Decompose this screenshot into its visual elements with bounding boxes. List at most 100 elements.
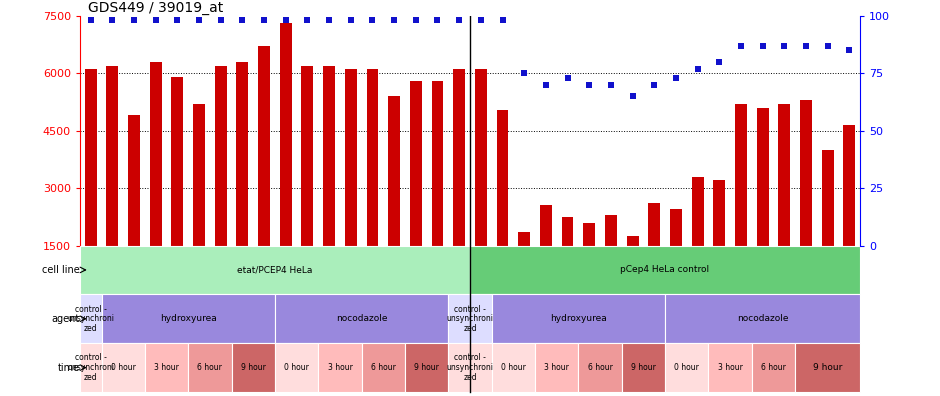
Bar	[231, 343, 274, 392]
Bar	[670, 209, 681, 303]
Bar	[822, 150, 834, 303]
Bar	[605, 215, 617, 303]
Text: nocodazole: nocodazole	[336, 314, 387, 323]
Bar	[274, 343, 319, 392]
Bar	[367, 69, 379, 303]
Point	[690, 65, 705, 72]
Bar	[713, 181, 725, 303]
Bar	[453, 69, 465, 303]
Point	[603, 82, 619, 88]
Bar	[102, 343, 145, 392]
Bar	[193, 104, 205, 303]
Point	[647, 82, 662, 88]
Bar	[578, 343, 621, 392]
Bar	[540, 205, 552, 303]
Text: nocodazole: nocodazole	[737, 314, 789, 323]
Bar	[795, 343, 860, 392]
Point	[474, 17, 489, 24]
Bar	[258, 46, 270, 303]
Point	[451, 17, 466, 24]
Point	[149, 17, 164, 24]
Bar	[388, 96, 400, 303]
Bar	[106, 66, 118, 303]
Point	[820, 42, 835, 49]
Bar	[215, 66, 227, 303]
Text: 3 hour: 3 hour	[154, 363, 179, 372]
Point	[365, 17, 380, 24]
Point	[495, 17, 510, 24]
Bar	[280, 23, 291, 303]
Point	[841, 47, 856, 53]
Bar	[274, 294, 448, 343]
Text: 9 hour: 9 hour	[241, 363, 266, 372]
Point	[582, 82, 597, 88]
Bar	[735, 104, 747, 303]
Bar	[431, 81, 444, 303]
Point	[235, 17, 250, 24]
Text: control -
unsynchroni
zed: control - unsynchroni zed	[68, 353, 115, 382]
Point	[84, 17, 99, 24]
Bar	[800, 100, 812, 303]
Point	[170, 17, 185, 24]
Bar	[149, 62, 162, 303]
Bar	[757, 108, 769, 303]
Text: 0 hour: 0 hour	[284, 363, 309, 372]
Point	[560, 75, 575, 81]
Bar	[85, 69, 97, 303]
Point	[300, 17, 315, 24]
Point	[798, 42, 813, 49]
Point	[192, 17, 207, 24]
Text: 0 hour: 0 hour	[501, 363, 525, 372]
Text: 9 hour: 9 hour	[813, 363, 842, 372]
Text: etat/PCEP4 HeLa: etat/PCEP4 HeLa	[237, 265, 313, 274]
Point	[517, 70, 532, 76]
Bar	[621, 343, 666, 392]
Bar	[188, 343, 231, 392]
Text: 3 hour: 3 hour	[717, 363, 743, 372]
Text: control -
unsynchroni
zed: control - unsynchroni zed	[446, 305, 494, 333]
Bar	[237, 62, 248, 303]
Bar	[448, 294, 492, 343]
Point	[668, 75, 683, 81]
Text: control -
unsynchroni
zed: control - unsynchroni zed	[68, 305, 115, 333]
Bar	[470, 246, 860, 294]
Point	[539, 82, 554, 88]
Text: hydroxyurea: hydroxyurea	[550, 314, 606, 323]
Point	[408, 17, 423, 24]
Text: 3 hour: 3 hour	[327, 363, 352, 372]
Bar	[345, 69, 357, 303]
Point	[733, 42, 748, 49]
Bar	[666, 343, 709, 392]
Point	[712, 59, 727, 65]
Point	[755, 42, 770, 49]
Bar	[649, 204, 660, 303]
Text: 6 hour: 6 hour	[371, 363, 396, 372]
Text: 0 hour: 0 hour	[674, 363, 699, 372]
Text: time: time	[57, 363, 80, 373]
Bar	[323, 66, 335, 303]
Text: agent: agent	[52, 314, 80, 324]
Point	[776, 42, 791, 49]
Point	[343, 17, 358, 24]
Bar	[475, 69, 487, 303]
Bar	[80, 343, 102, 392]
Text: 6 hour: 6 hour	[588, 363, 613, 372]
Bar	[627, 236, 638, 303]
Point	[386, 17, 401, 24]
Bar	[778, 104, 791, 303]
Bar	[410, 81, 422, 303]
Point	[321, 17, 337, 24]
Text: 0 hour: 0 hour	[111, 363, 135, 372]
Text: GDS449 / 39019_at: GDS449 / 39019_at	[87, 1, 223, 15]
Bar	[666, 294, 860, 343]
Text: 9 hour: 9 hour	[415, 363, 439, 372]
Bar	[518, 232, 530, 303]
Point	[430, 17, 445, 24]
Bar	[405, 343, 448, 392]
Point	[127, 17, 142, 24]
Bar	[80, 246, 470, 294]
Bar	[843, 125, 855, 303]
Bar	[80, 294, 102, 343]
Point	[257, 17, 272, 24]
Bar	[362, 343, 405, 392]
